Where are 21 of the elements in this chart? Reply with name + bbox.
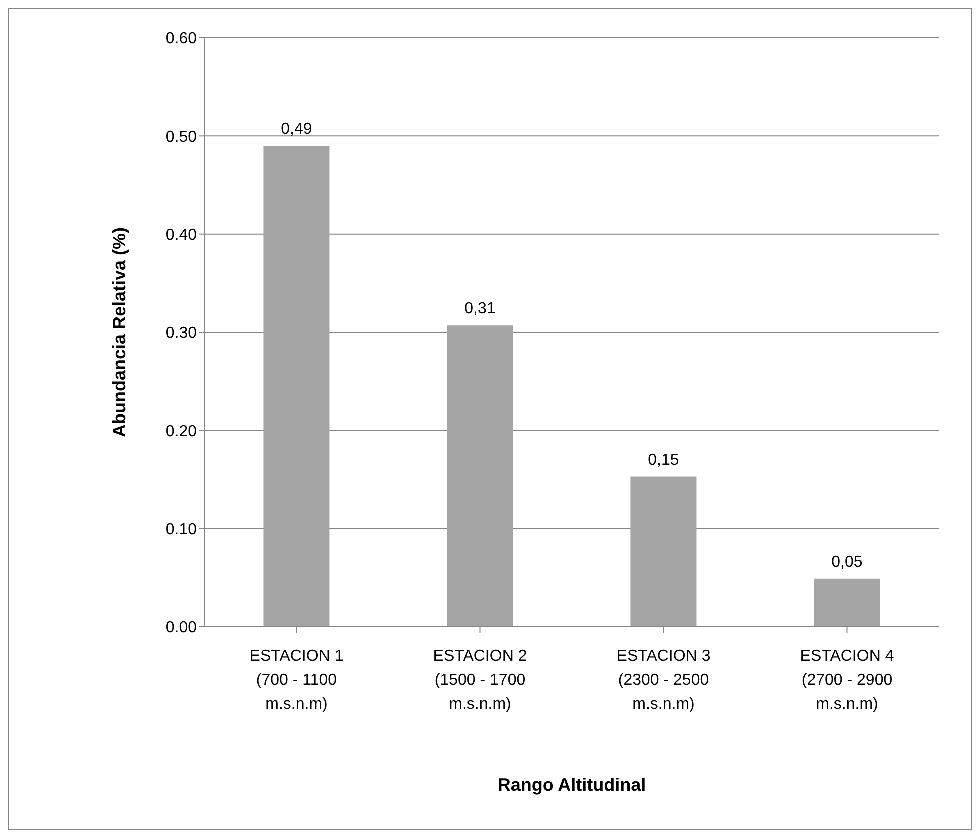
y-tick-label: 0.00 <box>166 620 198 637</box>
x-tick-label: ESTACION 3 (2300 - 2500 m.s.n.m) <box>616 648 711 713</box>
x-tick-label: ESTACION 1 (700 - 1100 m.s.n.m) <box>250 648 344 713</box>
x-tick-label: ESTACION 2 (1500 - 1700 m.s.n.m) <box>433 648 528 713</box>
data-label: 0,49 <box>281 120 312 138</box>
x-tick-label: ESTACION 4 (2700 - 2900 m.s.n.m) <box>800 648 894 713</box>
bar <box>814 578 880 627</box>
data-label: 0,05 <box>832 554 863 571</box>
bar <box>630 476 697 627</box>
bar <box>264 146 330 627</box>
y-axis-title: Abundancia Relativa (%) <box>109 227 130 438</box>
bar <box>447 326 514 627</box>
y-tick-label: 0.50 <box>166 128 198 146</box>
y-tick-label: 0.10 <box>166 522 198 539</box>
x-axis-title: Rango Altitudinal <box>498 775 646 795</box>
y-tick-label: 0.20 <box>166 423 198 440</box>
data-label: 0,31 <box>464 300 496 318</box>
y-tick-label: 0.60 <box>166 30 198 48</box>
y-tick-label: 0.40 <box>166 227 198 244</box>
y-tick-label: 0.30 <box>166 325 198 342</box>
data-label: 0,15 <box>648 452 680 469</box>
